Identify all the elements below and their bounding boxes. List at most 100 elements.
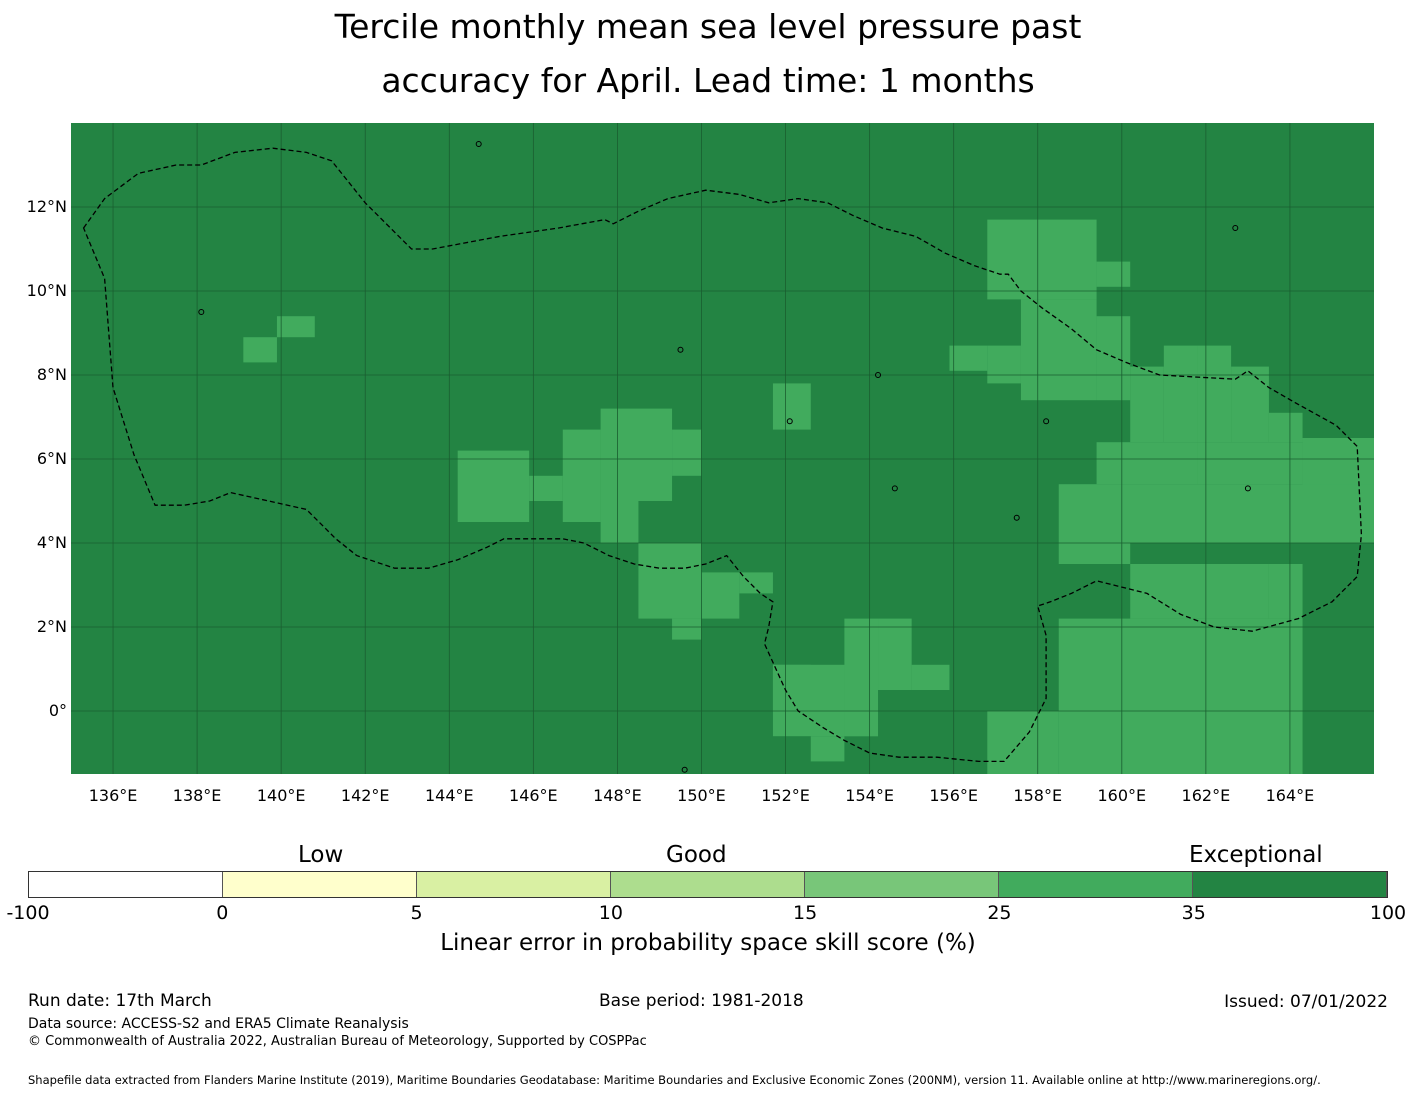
lat-tick-label: 4°N (36, 533, 67, 552)
colorbar-title: Linear error in probability space skill … (440, 930, 976, 956)
colorbar-tick-label: -100 (6, 902, 50, 924)
skill-cell (1058, 618, 1303, 774)
skill-cell (1058, 484, 1374, 543)
lat-tick-label: 10°N (26, 281, 67, 300)
lon-tick-label: 144°E (424, 786, 474, 805)
shapefile-credit: Shapefile data extracted from Flanders M… (28, 1073, 1321, 1087)
colorbar-segment (29, 872, 223, 897)
lon-tick-label: 152°E (761, 786, 810, 805)
run-date: Run date: 17th March (28, 991, 212, 1011)
island-outline (1043, 418, 1050, 425)
skill-cell (1197, 345, 1232, 443)
island-outline (677, 346, 684, 353)
lon-tick-label: 162°E (1181, 786, 1231, 805)
colorbar-segment (417, 872, 611, 897)
skill-cell (672, 429, 702, 476)
lon-tick-label: 150°E (677, 786, 726, 805)
skill-map (71, 123, 1374, 774)
colorbar-tick-label: 35 (1181, 902, 1206, 924)
skill-cell (878, 618, 912, 690)
skill-cell (987, 345, 1021, 384)
lat-tick-label: 6°N (36, 449, 67, 468)
skill-cell (1130, 564, 1269, 619)
skill-cell (1231, 366, 1269, 443)
colorbar-tick-label: 10 (598, 902, 623, 924)
title-line-2: accuracy for April. Lead time: 1 months (381, 61, 1035, 100)
skill-cell (949, 345, 988, 371)
lat-tick-label: 8°N (36, 365, 67, 384)
island-outline (1244, 485, 1251, 492)
skill-cell (1058, 543, 1131, 564)
colorbar-segment (223, 872, 417, 897)
island-outline (681, 766, 688, 773)
colorbar-segment (805, 872, 999, 897)
lat-tick-label: 12°N (26, 197, 67, 216)
skill-cell (1197, 442, 1303, 485)
category-good: Good (666, 842, 727, 868)
colorbar-segment (999, 872, 1193, 897)
skill-cell (672, 618, 702, 640)
lon-tick-label: 158°E (1013, 786, 1063, 805)
skill-cell (1096, 442, 1198, 485)
skill-cell (638, 543, 702, 619)
colorbar (28, 871, 1388, 898)
title-line-1: Tercile monthly mean sea level pressure … (334, 7, 1082, 46)
colorbar-segment (1193, 872, 1387, 897)
island-outline (198, 309, 205, 315)
colorbar-tick-label: 15 (793, 902, 818, 924)
chart-title: Tercile monthly mean sea level pressure … (0, 0, 1416, 108)
graticule (71, 123, 1374, 774)
skill-cell (739, 572, 773, 594)
lon-tick-label: 156°E (929, 786, 978, 805)
skill-cell (1130, 366, 1164, 443)
skill-cell (1096, 316, 1131, 401)
skill-cell (987, 711, 1059, 774)
colorbar-segment (611, 872, 805, 897)
skill-cell (911, 664, 950, 690)
island-outline (1013, 514, 1020, 521)
islands (198, 141, 1251, 773)
skill-cell (987, 219, 1097, 300)
eez-boundary (82, 147, 1363, 763)
island-outline (475, 141, 482, 147)
skill-cell (457, 450, 530, 522)
skill-cell (1268, 564, 1303, 619)
lon-tick-label: 140°E (256, 786, 306, 805)
skill-cell (1096, 261, 1131, 287)
lon-tick-label: 138°E (172, 786, 222, 805)
island-outline (1232, 225, 1239, 231)
lat-tick-label: 0° (48, 701, 67, 720)
skill-cell (600, 501, 639, 543)
colorbar-tick-label: 100 (1369, 902, 1407, 924)
lon-tick-label: 160°E (1097, 786, 1147, 805)
category-exceptional: Exceptional (1189, 842, 1323, 868)
skill-cell (562, 429, 601, 522)
category-low: Low (298, 842, 344, 868)
skill-cell (1163, 345, 1198, 443)
lon-tick-label: 136°E (88, 786, 138, 805)
skill-cell (1020, 299, 1097, 401)
base-period: Base period: 1981-2018 (599, 991, 804, 1011)
lon-tick-label: 148°E (593, 786, 642, 805)
skill-cell (701, 572, 740, 619)
island-outline (891, 485, 898, 492)
data-source: Data source: ACCESS-S2 and ERA5 Climate … (28, 1016, 409, 1032)
skill-cell (772, 664, 811, 711)
lon-tick-label: 146°E (509, 786, 558, 805)
skill-cells (243, 219, 1374, 774)
colorbar-tick-label: 0 (216, 902, 229, 924)
island-outline (786, 418, 793, 425)
issued-date: Issued: 07/01/2022 (1224, 992, 1388, 1012)
skill-cell (529, 475, 563, 501)
skill-cell (600, 408, 673, 501)
copyright: © Commonwealth of Australia 2022, Austra… (28, 1034, 647, 1049)
lon-tick-label: 142°E (340, 786, 390, 805)
skill-cell (844, 618, 879, 737)
skill-cell (1268, 412, 1303, 443)
lon-tick-label: 164°E (1265, 786, 1315, 805)
colorbar-tick-label: 5 (410, 902, 423, 924)
skill-cell (276, 316, 315, 338)
colorbar-tick-label: 25 (987, 902, 1012, 924)
island-outline (875, 372, 882, 378)
skill-cell (243, 337, 277, 363)
